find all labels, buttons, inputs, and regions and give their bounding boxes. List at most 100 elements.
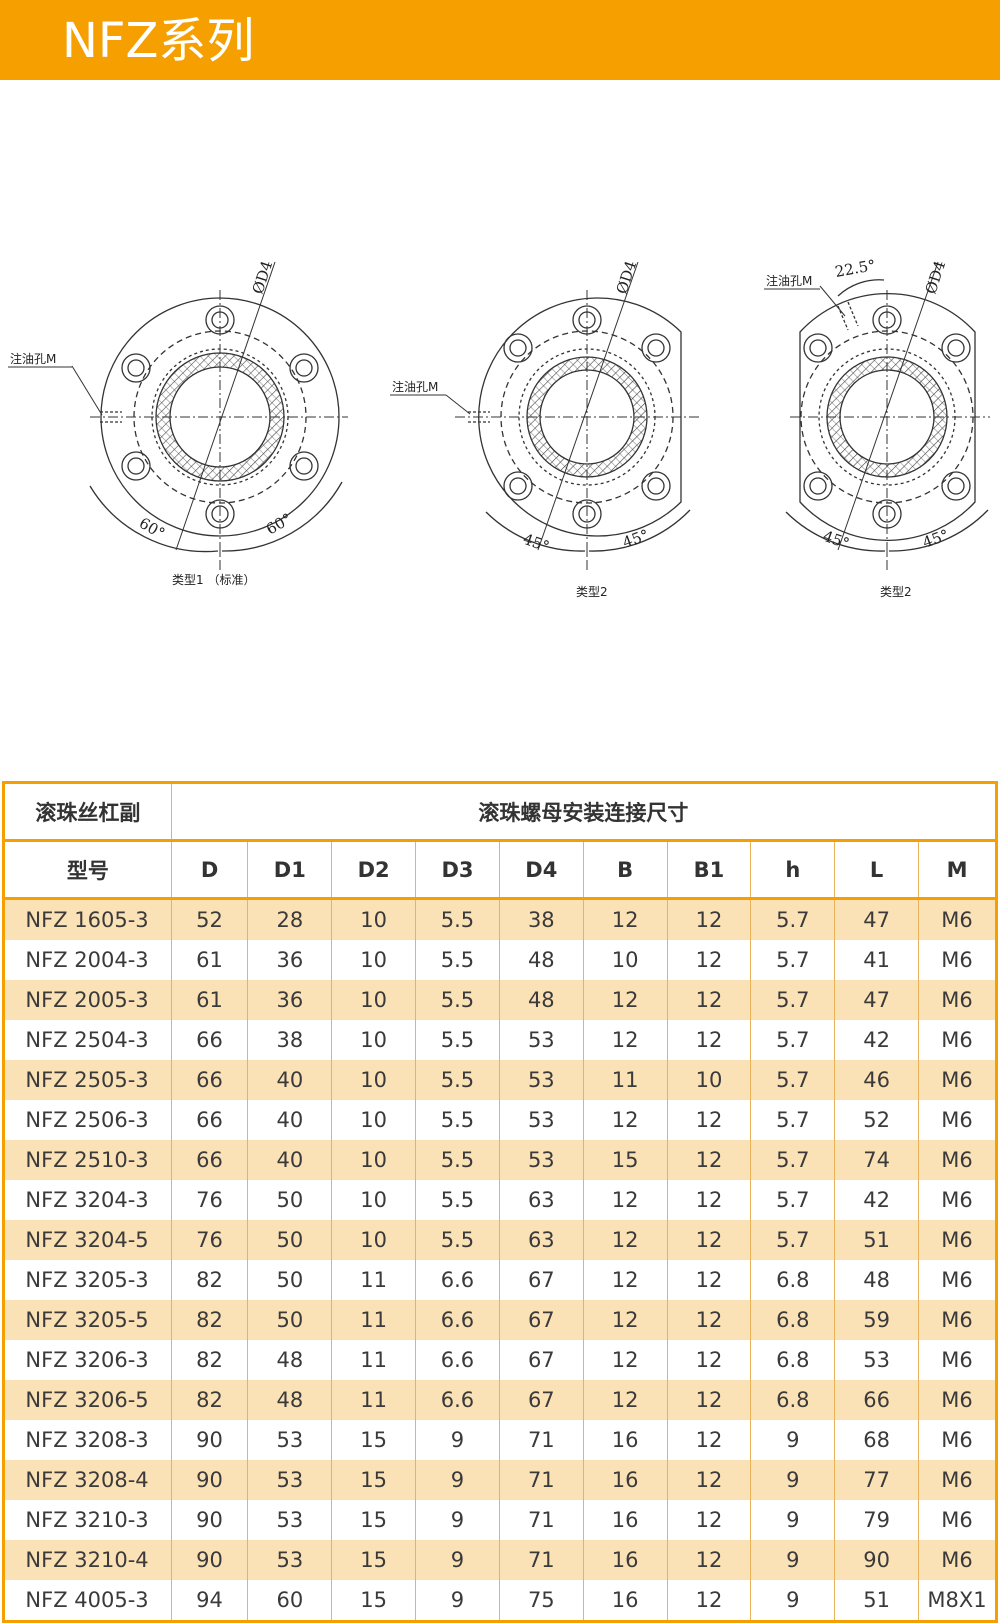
- value-cell: 11: [582, 1060, 668, 1100]
- model-cell: NFZ 3208-4: [3, 1460, 172, 1500]
- value-cell: M6: [918, 1220, 997, 1260]
- value-cell: 5.7: [750, 1140, 835, 1180]
- value-cell: 5.7: [750, 1220, 835, 1260]
- model-cell: NFZ 3210-3: [3, 1500, 172, 1540]
- value-cell: 10: [331, 1220, 416, 1260]
- value-cell: 5.7: [750, 980, 835, 1020]
- value-cell: 16: [582, 1420, 668, 1460]
- value-cell: 41: [834, 940, 919, 980]
- extra-angle-label-3: 22.5°: [834, 256, 877, 281]
- column-header: M: [918, 840, 997, 900]
- value-cell: 50: [247, 1180, 332, 1220]
- drawing-caption-1: 类型1 （标准）: [172, 573, 255, 587]
- diameter-label-2: ØD4: [613, 258, 641, 296]
- value-cell: 9: [415, 1580, 500, 1622]
- angle-label-3b: 45°: [920, 526, 951, 552]
- model-cell: NFZ 2005-3: [3, 980, 172, 1020]
- value-cell: M6: [918, 1100, 997, 1140]
- value-cell: 50: [247, 1220, 332, 1260]
- value-cell: 12: [666, 980, 751, 1020]
- flange-drawing-type2-alt: [785, 261, 990, 570]
- value-cell: 12: [666, 1580, 751, 1622]
- column-header: D2: [331, 840, 416, 900]
- model-cell: NFZ 3204-3: [3, 1180, 172, 1220]
- value-cell: 12: [666, 1540, 751, 1580]
- value-cell: 9: [750, 1500, 835, 1540]
- model-cell: NFZ 3205-3: [3, 1260, 172, 1300]
- value-cell: 90: [170, 1420, 248, 1460]
- table-row: NFZ 2506-3 66 40 10 5.5 53 12 12 5.7 52 M6: [3, 1100, 997, 1140]
- spec-table: 滚珠丝杠副 滚珠螺母安装连接尺寸 型号 D D1 D2 D3 D4 B B1 h L M NFZ 1…: [2, 781, 998, 1623]
- value-cell: 12: [666, 1260, 751, 1300]
- value-cell: 12: [582, 1020, 668, 1060]
- page-title: NFZ系列: [62, 13, 255, 69]
- table-row: NFZ 2005-3 61 36 10 5.5 48 12 12 5.7 47 M6: [3, 980, 997, 1020]
- value-cell: 50: [247, 1300, 332, 1340]
- value-cell: 28: [247, 898, 332, 940]
- model-cell: NFZ 4005-3: [3, 1580, 172, 1622]
- value-cell: 51: [834, 1580, 919, 1622]
- value-cell: 12: [666, 1380, 751, 1420]
- value-cell: 10: [331, 980, 416, 1020]
- value-cell: 5.7: [750, 940, 835, 980]
- value-cell: 11: [331, 1380, 416, 1420]
- value-cell: 53: [247, 1420, 332, 1460]
- model-cell: NFZ 3208-3: [3, 1420, 172, 1460]
- table-row: NFZ 4005-3 94 60 15 9 75 16 12 9 51 M8X1: [3, 1580, 997, 1622]
- value-cell: 53: [498, 1020, 584, 1060]
- title-banner: NFZ系列: [0, 0, 1000, 80]
- value-cell: 47: [834, 980, 919, 1020]
- value-cell: 12: [582, 1340, 668, 1380]
- value-cell: 82: [170, 1300, 248, 1340]
- value-cell: 71: [498, 1460, 584, 1500]
- table-row: NFZ 2004-3 61 36 10 5.5 48 10 12 5.7 41 M6: [3, 940, 997, 980]
- value-cell: 90: [170, 1460, 248, 1500]
- value-cell: 12: [666, 898, 751, 940]
- group-header-right: 滚珠螺母安装连接尺寸: [170, 782, 997, 842]
- value-cell: 66: [170, 1060, 248, 1100]
- value-cell: 53: [498, 1060, 584, 1100]
- column-header: B: [582, 840, 668, 900]
- value-cell: 10: [582, 940, 668, 980]
- value-cell: 10: [331, 940, 416, 980]
- value-cell: 6.6: [415, 1260, 500, 1300]
- table-row: NFZ 3210-3 90 53 15 9 71 16 12 9 79 M6: [3, 1500, 997, 1540]
- value-cell: 9: [415, 1540, 500, 1580]
- value-cell: 9: [415, 1460, 500, 1500]
- model-cell: NFZ 3210-4: [3, 1540, 172, 1580]
- value-cell: 12: [666, 1220, 751, 1260]
- value-cell: 16: [582, 1540, 668, 1580]
- table-row: NFZ 3205-3 82 50 11 6.6 67 12 12 6.8 48 M6: [3, 1260, 997, 1300]
- value-cell: 10: [331, 1180, 416, 1220]
- model-cell: NFZ 3206-5: [3, 1380, 172, 1420]
- value-cell: 48: [834, 1260, 919, 1300]
- value-cell: 38: [247, 1020, 332, 1060]
- value-cell: 12: [666, 1500, 751, 1540]
- value-cell: 53: [247, 1500, 332, 1540]
- column-header: D: [170, 840, 248, 900]
- value-cell: 59: [834, 1300, 919, 1340]
- table-row: NFZ 3208-3 90 53 15 9 71 16 12 9 68 M6: [3, 1420, 997, 1460]
- value-cell: M6: [918, 1460, 997, 1500]
- value-cell: 11: [331, 1300, 416, 1340]
- value-cell: 74: [834, 1140, 919, 1180]
- value-cell: 40: [247, 1100, 332, 1140]
- value-cell: 5.5: [415, 1100, 500, 1140]
- oil-hole-label-2: 注油孔M: [392, 379, 438, 394]
- value-cell: M6: [918, 1180, 997, 1220]
- value-cell: 5.5: [415, 1180, 500, 1220]
- value-cell: 12: [582, 1260, 668, 1300]
- column-header: 型号: [3, 840, 172, 900]
- value-cell: 12: [666, 940, 751, 980]
- value-cell: 5.5: [415, 898, 500, 940]
- table-row: NFZ 3208-4 90 53 15 9 71 16 12 9 77 M6: [3, 1460, 997, 1500]
- value-cell: 94: [170, 1580, 248, 1622]
- table-row: NFZ 2510-3 66 40 10 5.5 53 15 12 5.7 74 M6: [3, 1140, 997, 1180]
- value-cell: 63: [498, 1180, 584, 1220]
- value-cell: 66: [170, 1020, 248, 1060]
- value-cell: 38: [498, 898, 584, 940]
- technical-drawings: 注油孔M ØD4 60° 60° 类型1 （标准）: [0, 250, 1000, 620]
- table-group-header-row: 滚珠丝杠副 滚珠螺母安装连接尺寸: [3, 782, 997, 842]
- value-cell: 40: [247, 1140, 332, 1180]
- value-cell: 68: [834, 1420, 919, 1460]
